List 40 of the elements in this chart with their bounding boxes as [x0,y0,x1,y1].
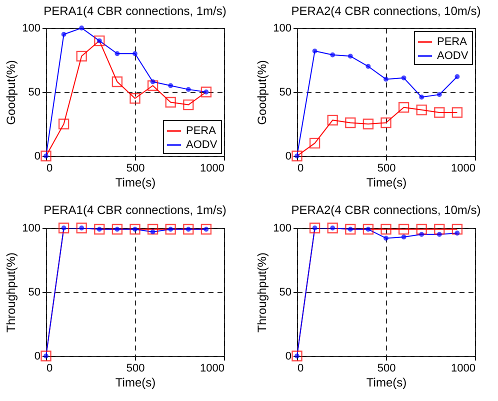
x-tick-label: 0 [46,362,53,374]
x-tick-label: 1000 [451,362,476,374]
y-tick-label: 0 [34,150,40,162]
legend-label: AODV [186,139,218,151]
chart-title: PERA1(4 CBR connections, 1m/s) [44,4,226,18]
x-tick-label: 500 [377,362,396,374]
y-tick-label: 100 [22,22,40,34]
chart-title: PERA2(4 CBR connections, 10m/s) [291,202,481,217]
y-tick-label: 50 [28,86,40,98]
x-tick-label: 500 [126,162,145,174]
chart-title: PERA2(4 CBR connections, 10m/s) [291,4,481,18]
legend-label: PERA [186,125,217,137]
x-tick-label: 0 [298,362,304,374]
x-axis-title: Time(s) [366,176,407,190]
x-tick-label: 1000 [451,162,476,174]
y-tick-label: 100 [22,222,40,234]
x-tick-label: 0 [46,162,53,174]
x-axis-title: Time(s) [366,376,407,390]
x-tick-label: 1000 [200,162,224,174]
y-tick-label: 100 [273,222,292,234]
y-tick-label: 50 [28,286,40,298]
x-axis-title: Time(s) [115,376,156,390]
y-tick-label: 0 [34,350,40,362]
chart-title: PERA1(4 CBR connections, 1m/s) [44,202,226,217]
x-tick-label: 1000 [200,362,224,374]
y-tick-label: 100 [273,22,292,34]
y-axis-title: Throughput(%) [255,252,270,333]
y-axis-title: Throughput(%) [4,252,18,333]
legend-label: AODV [437,50,469,62]
y-tick-label: 0 [285,350,292,362]
y-tick-label: 50 [279,86,292,98]
x-tick-label: 500 [126,362,145,374]
x-tick-label: 0 [298,162,304,174]
x-tick-label: 500 [377,162,396,174]
y-tick-label: 0 [285,150,292,162]
y-axis-title: Goodput(%) [4,60,18,125]
y-tick-label: 50 [279,286,292,298]
y-axis-title: Goodput(%) [255,60,270,125]
legend-label: PERA [437,36,468,48]
x-axis-title: Time(s) [115,176,156,190]
